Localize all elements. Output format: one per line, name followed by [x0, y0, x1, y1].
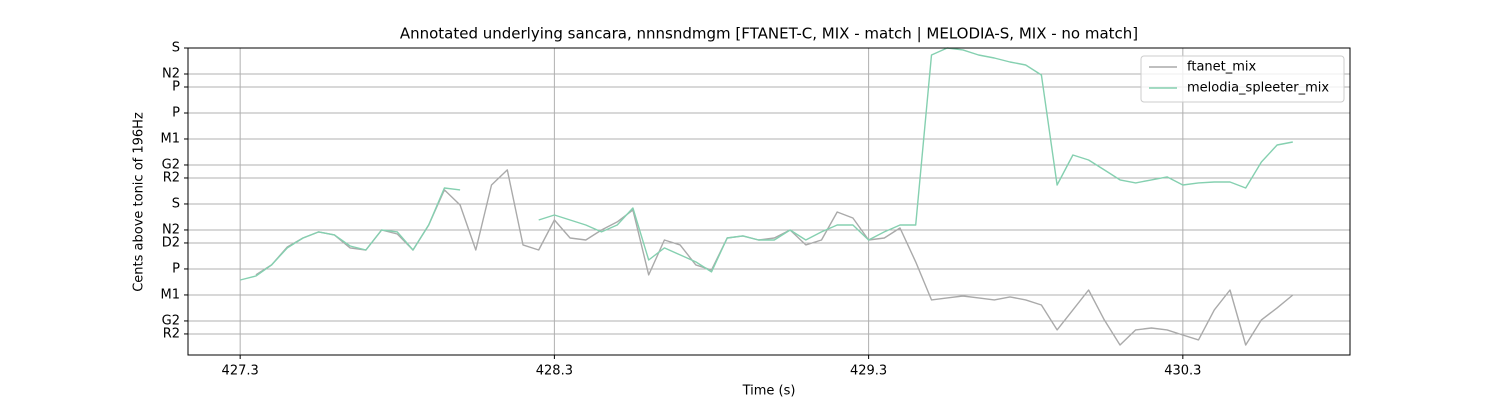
- legend-box: [1140, 55, 1345, 103]
- y-tick-label: S: [172, 41, 180, 56]
- legend-label: ftanet_mix: [1187, 60, 1257, 75]
- series-line: [240, 47, 1293, 281]
- x-tick-label: 427.3: [222, 364, 259, 379]
- x-tick-label: 429.3: [850, 364, 887, 379]
- axes-frame: [187, 47, 1351, 356]
- y-tick-label: S: [172, 196, 180, 211]
- y-tick-label: R2: [163, 326, 180, 341]
- legend-label: melodia_spleeter_mix: [1187, 81, 1329, 96]
- y-tick-label: P: [172, 261, 180, 276]
- y-tick-label: G2: [162, 313, 180, 328]
- x-tick-label: 430.3: [1164, 364, 1201, 379]
- x-axis-label: Time (s): [742, 384, 796, 399]
- y-tick-label: D2: [162, 235, 180, 250]
- y-tick-label: N2: [162, 222, 180, 237]
- y-tick-label: P: [172, 79, 180, 94]
- legend: ftanet_mix melodia_spleeter_mix: [1140, 55, 1345, 103]
- x-tick-label: 428.3: [536, 364, 573, 379]
- y-tick-label: M1: [161, 131, 181, 146]
- y-tick-label: M1: [161, 287, 181, 302]
- chart-title: Annotated underlying sancara, nnnsndmgm …: [400, 25, 1138, 43]
- y-axis-label: Cents above tonic of 196Hz: [132, 112, 147, 292]
- y-tick-label: P: [172, 105, 180, 120]
- y-tick-label: N2: [162, 66, 180, 81]
- y-tick-label: R2: [163, 170, 180, 185]
- y-tick-label: G2: [162, 157, 180, 172]
